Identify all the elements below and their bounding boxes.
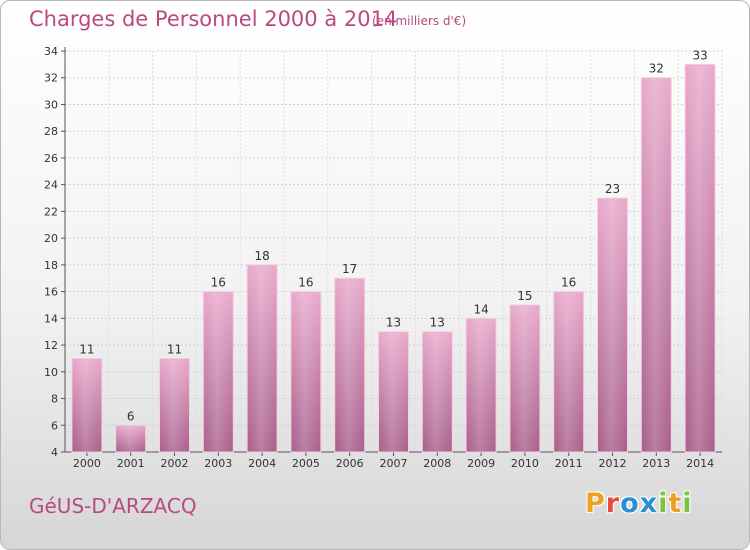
logo-letter: i xyxy=(682,488,693,519)
x-tick-label: 2014 xyxy=(686,457,714,470)
x-tick-label: 2010 xyxy=(511,457,539,470)
bar-value-label: 16 xyxy=(211,276,226,290)
bar-highlight xyxy=(511,305,538,451)
y-tick-label: 16 xyxy=(44,286,58,299)
y-tick-label: 14 xyxy=(44,312,58,325)
bar-value-label: 32 xyxy=(649,62,664,76)
bar-highlight xyxy=(292,292,319,451)
y-tick-label: 28 xyxy=(44,125,58,138)
logo-letter: P xyxy=(585,488,606,519)
logo-letter: i xyxy=(658,488,669,519)
y-tick-label: 24 xyxy=(44,179,58,192)
bar-highlight xyxy=(599,199,626,451)
bar-highlight xyxy=(687,65,714,451)
bar-value-label: 13 xyxy=(430,316,445,330)
bar-value-label: 6 xyxy=(127,409,135,423)
bar-value-label: 17 xyxy=(342,262,357,276)
logo-letter: r xyxy=(605,488,621,519)
x-tick-label: 2005 xyxy=(292,457,320,470)
y-tick-label: 18 xyxy=(44,259,58,272)
y-tick-label: 20 xyxy=(44,232,58,245)
y-tick-label: 4 xyxy=(51,446,58,459)
x-tick-label: 2000 xyxy=(73,457,101,470)
x-tick-label: 2013 xyxy=(642,457,670,470)
commune-name: GéUS-D'ARZACQ xyxy=(29,494,197,518)
y-tick-label: 30 xyxy=(44,98,58,111)
x-tick-label: 2009 xyxy=(467,457,495,470)
x-tick-label: 2011 xyxy=(555,457,583,470)
bar-highlight xyxy=(380,332,407,451)
bar-highlight xyxy=(424,332,451,451)
x-tick-label: 2007 xyxy=(380,457,408,470)
y-tick-label: 22 xyxy=(44,205,58,218)
bar-value-label: 11 xyxy=(79,342,94,356)
y-tick-label: 12 xyxy=(44,339,58,352)
bar-value-label: 16 xyxy=(298,276,313,290)
chart-title: Charges de Personnel 2000 à 2014 xyxy=(29,7,398,31)
x-tick-label: 2003 xyxy=(204,457,232,470)
y-tick-label: 34 xyxy=(44,45,58,58)
bar-highlight xyxy=(73,359,100,451)
bar-value-label: 33 xyxy=(692,48,707,62)
bar-highlight xyxy=(468,319,495,451)
bar-highlight xyxy=(161,359,188,451)
x-tick-label: 2006 xyxy=(336,457,364,470)
bar-value-label: 13 xyxy=(386,316,401,330)
chart-subtitle: (en milliers d'€) xyxy=(372,14,467,28)
y-tick-label: 6 xyxy=(51,419,58,432)
x-tick-label: 2008 xyxy=(423,457,451,470)
bar-value-label: 15 xyxy=(517,289,532,303)
bars xyxy=(71,63,716,453)
labels: 11 2000 6 2001 11 2002 16 2003 18 2004 16 2005 17 200… xyxy=(73,48,714,470)
bar-value-label: 18 xyxy=(254,249,269,263)
bar-highlight xyxy=(336,279,363,451)
bar-value-label: 16 xyxy=(561,276,576,290)
y-tick-label: 32 xyxy=(44,72,58,85)
x-tick-label: 2002 xyxy=(161,457,189,470)
logo-letter: t xyxy=(668,488,683,519)
x-tick-label: 2012 xyxy=(599,457,627,470)
logo-letter: x xyxy=(639,488,659,519)
bar-highlight xyxy=(205,292,232,451)
bar-highlight xyxy=(555,292,582,451)
bar-highlight xyxy=(117,426,144,451)
bar-highlight xyxy=(249,265,276,451)
bar-value-label: 14 xyxy=(473,302,488,316)
y-tick-label: 8 xyxy=(51,393,58,406)
bar-value-label: 23 xyxy=(605,182,620,196)
x-tick-label: 2004 xyxy=(248,457,276,470)
y-tick-label: 10 xyxy=(44,366,58,379)
x-tick-label: 2001 xyxy=(117,457,145,470)
bar-highlight xyxy=(643,78,670,451)
proxiti-logo[interactable]: Proxiti xyxy=(585,488,693,519)
y-tick-label: 26 xyxy=(44,152,58,165)
bar-value-label: 11 xyxy=(167,342,182,356)
logo-letter: o xyxy=(620,488,640,519)
